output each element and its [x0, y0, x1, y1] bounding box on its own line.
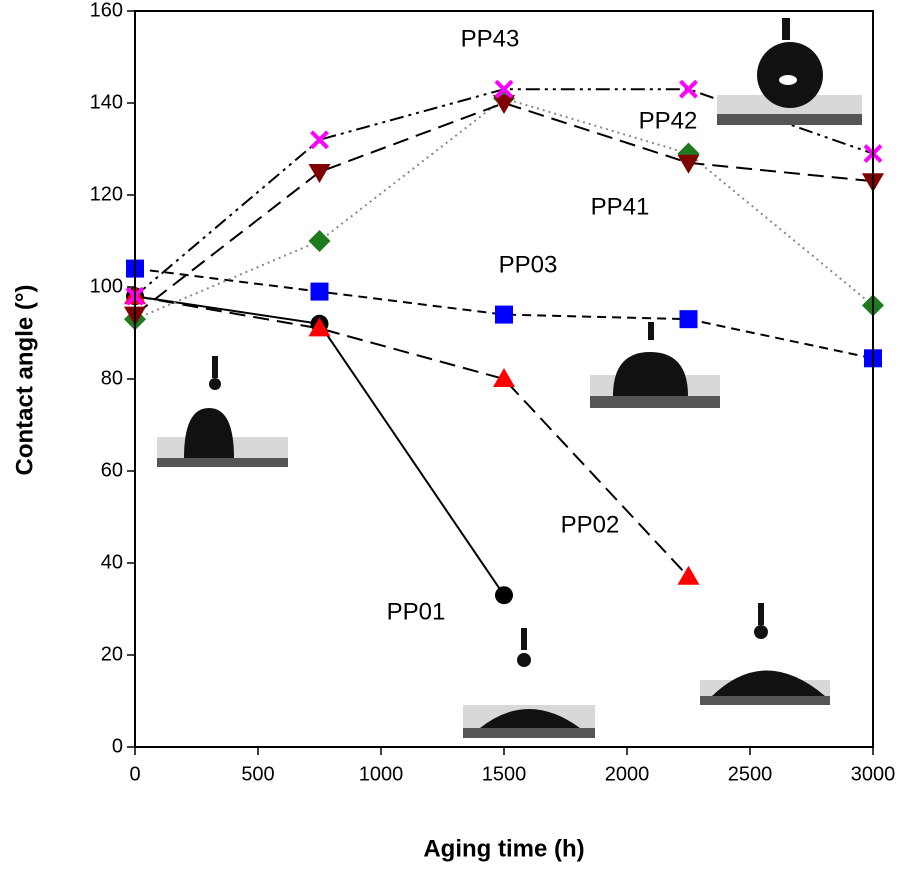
y-tick-label: 140 [90, 91, 123, 113]
x-tick-label: 1500 [482, 763, 527, 785]
series-label: PP42 [639, 107, 698, 134]
y-tick-label: 80 [101, 367, 123, 389]
marker [308, 317, 331, 337]
marker [677, 565, 700, 585]
y-tick-label: 20 [101, 643, 123, 665]
x-tick-label: 500 [241, 763, 274, 785]
marker [308, 164, 331, 183]
droplet-photo [717, 18, 862, 125]
droplet-photo [463, 628, 595, 738]
x-tick-label: 2500 [728, 763, 773, 785]
series-label: PP03 [499, 251, 558, 278]
x-tick-label: 3000 [851, 763, 896, 785]
series-line [134, 97, 874, 321]
y-axis-title: Contact angle (°) [11, 285, 38, 476]
series-label: PP01 [387, 598, 446, 625]
marker [495, 586, 513, 605]
x-axis-title: Aging time (h) [423, 835, 584, 862]
droplet-photo [700, 603, 830, 705]
series-label: PP41 [591, 193, 650, 220]
series-line [134, 101, 874, 316]
y-tick-label: 120 [90, 183, 123, 205]
series-label: PP02 [561, 511, 620, 538]
marker [679, 79, 698, 99]
y-tick-label: 60 [101, 459, 123, 481]
series-line [134, 295, 690, 578]
x-tick-label: 0 [129, 763, 140, 785]
x-tick-label: 2000 [605, 763, 650, 785]
series-line [134, 267, 874, 360]
marker [308, 230, 331, 252]
y-tick-label: 0 [112, 735, 123, 757]
droplet-photo [590, 322, 720, 408]
y-tick-label: 100 [90, 275, 123, 297]
series-layer [124, 79, 884, 605]
x-tick-label: 1000 [359, 763, 404, 785]
marker [493, 95, 515, 114]
y-tick-label: 160 [90, 0, 123, 21]
series-label: PP43 [461, 25, 520, 52]
marker [310, 282, 329, 301]
marker [493, 368, 515, 387]
droplet-photo [157, 356, 288, 467]
marker [310, 130, 329, 150]
marker [495, 305, 513, 324]
y-tick-label: 40 [101, 551, 123, 573]
marker [677, 154, 700, 174]
droplet-photos [157, 18, 862, 738]
marker [494, 79, 514, 99]
marker [679, 310, 698, 329]
